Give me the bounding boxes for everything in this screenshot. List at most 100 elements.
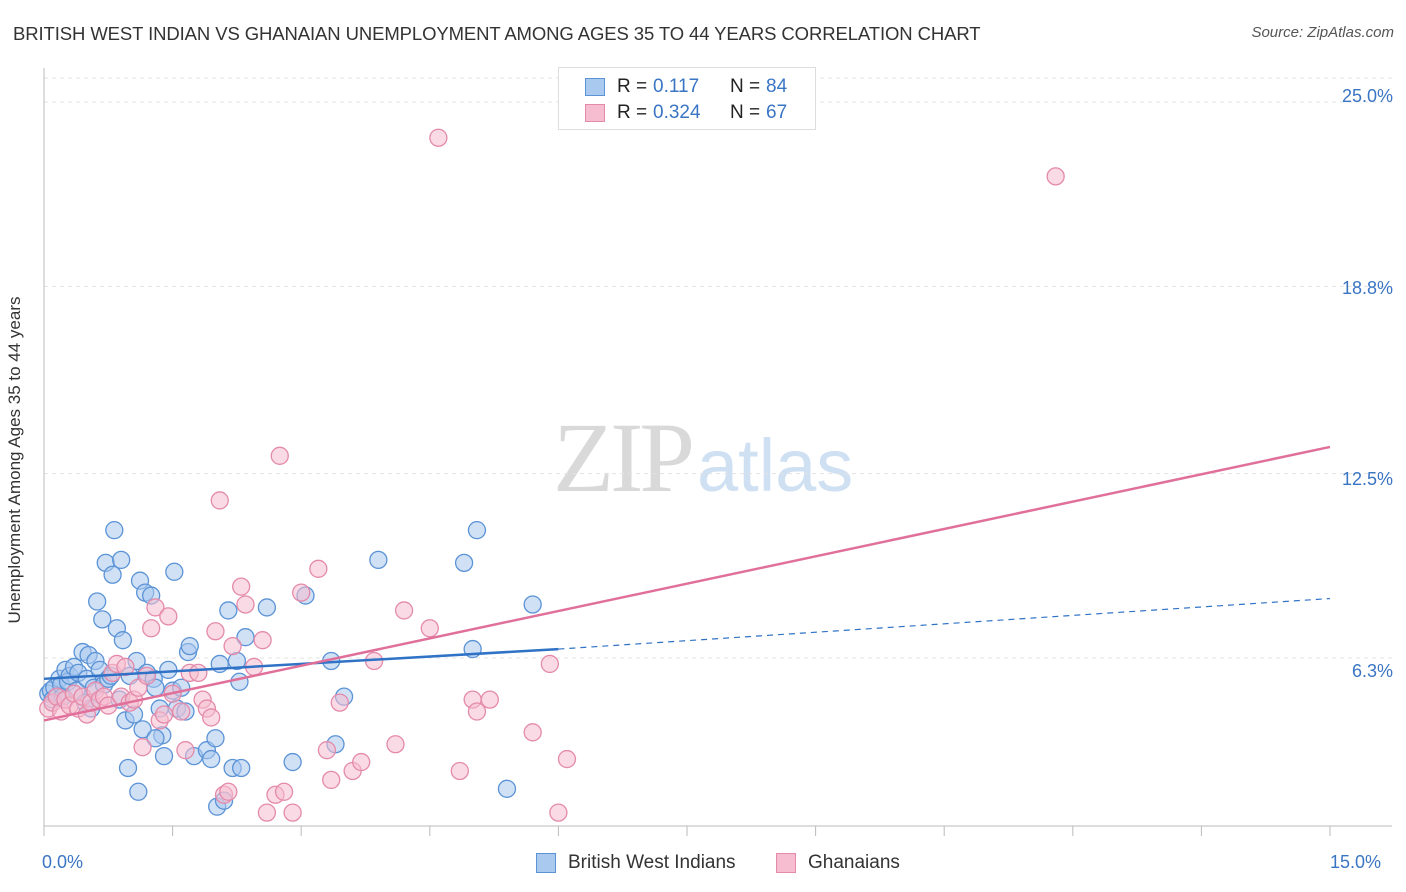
n-value: 84 xyxy=(766,76,788,97)
data-point xyxy=(189,663,208,683)
data-point xyxy=(206,729,225,748)
blue-swatch xyxy=(536,853,556,873)
watermark-zip: ZIP xyxy=(553,402,695,513)
data-point xyxy=(142,619,161,638)
data-point xyxy=(137,666,157,685)
data-point xyxy=(1046,167,1065,186)
data-point xyxy=(202,749,221,769)
data-point xyxy=(523,723,542,742)
data-point xyxy=(219,782,238,801)
data-point xyxy=(236,595,255,614)
data-point xyxy=(292,583,311,602)
trend-line-british-west-indians xyxy=(43,647,559,681)
data-point xyxy=(154,746,174,766)
data-point xyxy=(118,758,138,778)
data-point xyxy=(497,779,517,798)
y-axis-label: Unemployment Among Ages 35 to 44 years xyxy=(5,296,24,624)
chart-title: BRITISH WEST INDIAN VS GHANAIAN UNEMPLOY… xyxy=(13,23,981,44)
x-tick-label-max: 15.0% xyxy=(1330,852,1382,872)
pink-swatch xyxy=(776,853,796,873)
source-credit: Source: ZipAtlas.com xyxy=(1251,24,1394,41)
data-point xyxy=(232,758,251,778)
r-label: R = xyxy=(617,76,648,97)
data-point xyxy=(105,521,124,540)
watermark-atlas: atlas xyxy=(697,424,854,507)
n-label: N = xyxy=(730,76,761,97)
data-point xyxy=(394,601,414,620)
data-point xyxy=(480,690,499,709)
data-point xyxy=(146,729,165,748)
data-point xyxy=(386,735,405,754)
y-tick-label-6-3: 6.3% xyxy=(1351,661,1393,681)
data-point xyxy=(93,610,112,629)
data-point xyxy=(133,738,152,757)
blue-swatch xyxy=(585,78,605,96)
data-point xyxy=(450,761,469,781)
legend-label: British West Indians xyxy=(568,852,736,873)
y-tick-label-25: 25.0% xyxy=(1341,86,1393,106)
data-point xyxy=(257,803,277,822)
data-point xyxy=(172,702,191,721)
stats-legend: R = 0.117 N = 84 R = 0.324 N = 67 xyxy=(558,67,816,130)
r-value: 0.324 xyxy=(653,102,701,123)
data-point xyxy=(540,654,559,674)
n-value: 67 xyxy=(766,102,788,123)
data-point xyxy=(309,559,328,578)
data-point xyxy=(176,741,195,760)
data-point xyxy=(133,720,152,739)
r-value: 0.117 xyxy=(653,76,700,97)
y-tick-label-18-8: 18.8% xyxy=(1341,278,1393,298)
axes xyxy=(43,68,1392,836)
data-point xyxy=(116,657,135,677)
data-point xyxy=(154,705,174,724)
data-point xyxy=(454,553,474,573)
data-point xyxy=(420,619,439,638)
data-point xyxy=(146,598,165,617)
watermark: ZIPatlas xyxy=(553,400,853,515)
data-point xyxy=(557,749,577,769)
data-point xyxy=(129,782,148,801)
grid-lines xyxy=(44,77,1392,659)
data-point xyxy=(219,601,238,620)
trend-line-british-west-indians-extension xyxy=(558,597,1331,650)
data-point xyxy=(159,607,178,626)
data-point xyxy=(429,128,448,147)
data-point xyxy=(103,565,122,584)
data-point xyxy=(159,660,178,680)
series-ghanaians xyxy=(39,128,1065,822)
data-point xyxy=(232,577,251,596)
data-point xyxy=(210,491,229,510)
data-point xyxy=(283,803,302,822)
data-point xyxy=(369,550,388,570)
data-point xyxy=(88,592,107,611)
data-point xyxy=(112,550,131,570)
data-point xyxy=(317,741,337,760)
data-point xyxy=(283,752,302,772)
r-label: R = xyxy=(617,102,648,123)
data-point xyxy=(352,752,371,772)
data-point xyxy=(257,598,277,617)
data-point xyxy=(270,446,289,465)
data-point xyxy=(322,770,341,790)
trend-lines xyxy=(43,445,1331,722)
n-label: N = xyxy=(730,102,761,123)
data-point xyxy=(467,702,487,721)
data-point xyxy=(223,636,242,656)
y-tick-label-12-5: 12.5% xyxy=(1341,469,1393,489)
data-point xyxy=(165,562,184,581)
x-tick-label-min: 0.0% xyxy=(42,852,84,872)
legend-label: Ghanaians xyxy=(808,852,900,873)
data-point xyxy=(180,636,199,656)
data-point xyxy=(523,595,542,614)
pink-swatch xyxy=(585,104,605,122)
data-point xyxy=(230,672,249,691)
data-point xyxy=(274,782,294,801)
trend-line-ghanaians xyxy=(43,445,1331,722)
data-point xyxy=(253,631,272,650)
data-point xyxy=(467,521,487,540)
data-point xyxy=(206,622,225,641)
data-point xyxy=(202,708,221,727)
data-point xyxy=(330,693,349,712)
data-point xyxy=(113,631,133,650)
